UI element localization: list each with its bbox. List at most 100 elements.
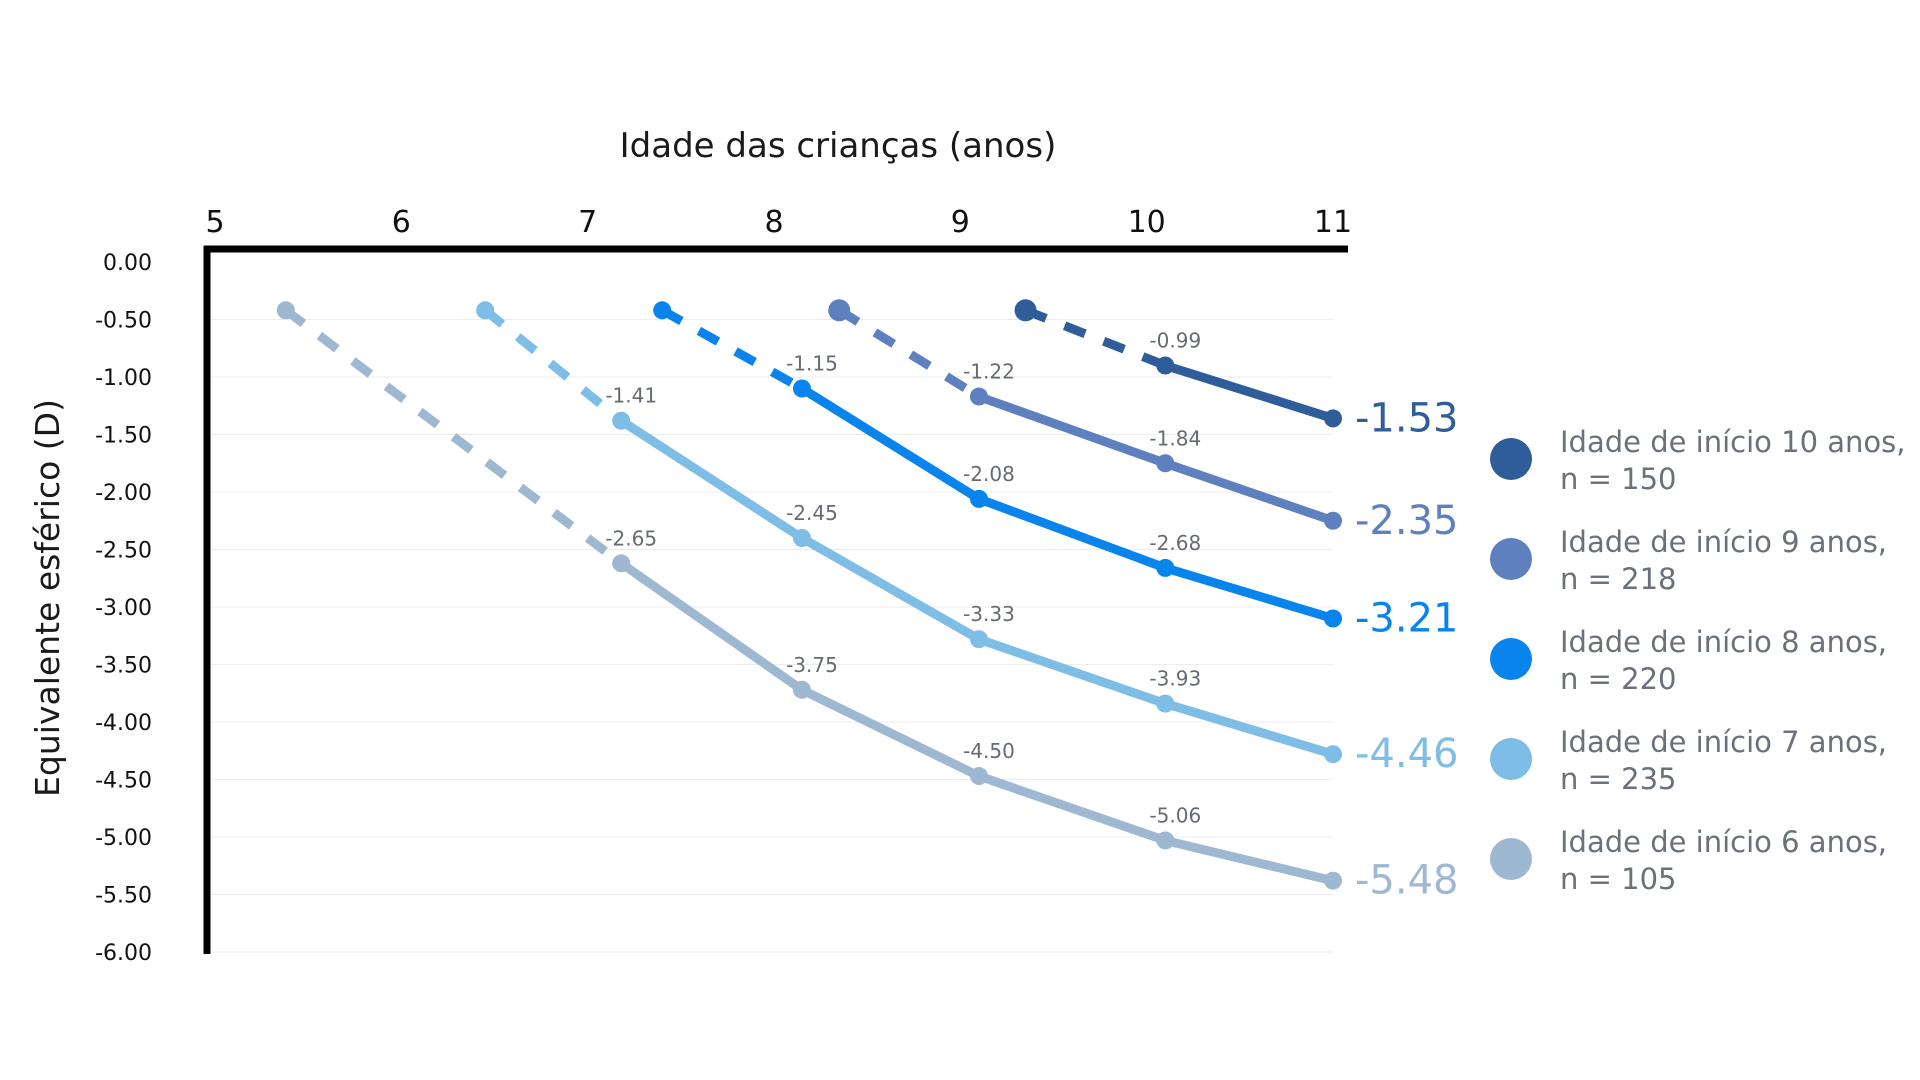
series-group: -0.99 -1.53 -1.22 -1.84 -2.35 -1.15 -2.08 -2.68… (276, 299, 1459, 904)
legend-swatch-8 (1490, 638, 1532, 680)
legend-name-8: Idade de início 8 anos, (1560, 625, 1888, 659)
legend-swatch-6 (1490, 838, 1532, 880)
grid-lines (207, 319, 1333, 953)
data-point (1324, 609, 1342, 628)
data-label: -2.68 (1149, 531, 1201, 555)
data-point (1156, 454, 1175, 473)
data-label: -1.41 (605, 384, 657, 408)
data-label: -1.15 (786, 352, 838, 376)
y-tick-label: -2.00 (95, 481, 152, 506)
y-tick-label: -5.50 (95, 884, 152, 909)
data-label: -2.45 (786, 501, 838, 525)
data-label: -5.06 (1149, 803, 1201, 827)
x-tick-label: 7 (578, 205, 597, 240)
legend-name-7: Idade de início 7 anos, (1560, 725, 1888, 759)
x-tick-label: 8 (764, 205, 783, 240)
series-start-marker (828, 299, 851, 322)
y-tick-label: 0.00 (103, 251, 152, 276)
x-tick-label: 10 (1128, 205, 1166, 240)
legend-swatch-7 (1490, 738, 1532, 780)
series-dashed-segment (283, 306, 624, 567)
data-point (792, 680, 811, 699)
data-point (1324, 511, 1342, 530)
y-tick-label: -0.50 (95, 309, 152, 334)
legend-text-10: Idade de início 10 anos, n = 150 (1560, 424, 1905, 498)
series-start-marker (1014, 299, 1037, 322)
data-point (969, 387, 988, 406)
tick-labels: 0.00 -0.50 -1.00 -1.50 -2.00 -2.50 -3.00 -3.50 -… (95, 205, 1352, 966)
series-line (1160, 361, 1338, 423)
legend-n-9: n = 218 (1560, 562, 1677, 596)
data-point (792, 379, 811, 398)
legend-name-6: Idade de início 6 anos, (1560, 825, 1888, 859)
y-tick-label: -1.50 (95, 424, 152, 449)
series-0: -0.99 -1.53 (1014, 299, 1459, 441)
data-point (1324, 745, 1342, 764)
y-tick-label: -5.00 (95, 826, 152, 851)
series-1: -1.22 -1.84 -2.35 (828, 299, 1459, 544)
x-axis-label: Idade das crianças (anos) (620, 126, 1057, 166)
legend-item-6: Idade de início 6 anos, n = 105 (1490, 825, 1920, 930)
data-point (612, 411, 631, 430)
data-label: -3.93 (1149, 667, 1201, 691)
series-dashed-segment (836, 306, 982, 401)
series-line (797, 384, 1338, 623)
series-dashed-segment (482, 306, 625, 425)
end-value-label: -4.46 (1355, 731, 1459, 777)
legend: Idade de início 10 anos, n = 150 Idade d… (1490, 425, 1920, 930)
data-point (969, 630, 988, 649)
legend-n-6: n = 105 (1560, 862, 1677, 896)
axes (203, 245, 1348, 954)
data-point (792, 529, 811, 547)
data-label: -1.22 (963, 360, 1015, 384)
data-label: -3.33 (963, 602, 1015, 626)
legend-text-9: Idade de início 9 anos, n = 218 (1560, 524, 1887, 598)
legend-text-8: Idade de início 8 anos, n = 220 (1560, 624, 1887, 698)
data-point (1156, 356, 1175, 375)
series-start-marker (653, 301, 672, 320)
legend-item-8: Idade de início 8 anos, n = 220 (1490, 625, 1920, 730)
y-tick-label: -4.00 (95, 711, 152, 736)
data-label: -2.65 (605, 526, 657, 550)
data-label: -1.84 (1149, 426, 1201, 450)
series-dashed-segment (660, 306, 805, 393)
legend-text-6: Idade de início 6 anos, n = 105 (1560, 824, 1887, 898)
series-3: -1.41 -2.45 -3.33 -3.93 -4.46 (476, 301, 1459, 777)
x-tick-label: 11 (1314, 205, 1352, 240)
legend-swatch-9 (1490, 538, 1532, 580)
legend-n-10: n = 150 (1560, 462, 1677, 496)
end-value-label: -2.35 (1355, 498, 1459, 544)
y-tick-label: -1.00 (95, 366, 152, 391)
legend-item-9: Idade de início 9 anos, n = 218 (1490, 525, 1920, 630)
end-value-label: -1.53 (1355, 395, 1459, 441)
data-point (969, 489, 988, 508)
series-2: -1.15 -2.08 -2.68 -3.21 (653, 301, 1459, 642)
legend-swatch-10 (1490, 438, 1532, 480)
y-tick-label: -3.50 (95, 654, 152, 679)
data-point (969, 767, 988, 786)
y-tick-label: -6.00 (95, 941, 152, 966)
legend-n-8: n = 220 (1560, 662, 1677, 696)
legend-name-9: Idade de início 9 anos, (1560, 525, 1888, 559)
data-label: -2.08 (963, 462, 1015, 486)
y-axis-label: Equivalente esférico (D) (28, 399, 67, 797)
data-point (1156, 831, 1175, 850)
data-label: -0.99 (1149, 329, 1201, 353)
end-value-label: -5.48 (1355, 858, 1459, 904)
x-tick-label: 9 (951, 205, 970, 240)
data-label: -4.50 (963, 739, 1015, 763)
data-label: -3.75 (786, 653, 838, 677)
x-tick-label: 5 (205, 205, 224, 240)
legend-name-10: Idade de início 10 anos, (1560, 425, 1906, 459)
data-point (1156, 694, 1175, 713)
series-start-marker (476, 301, 495, 320)
data-point (1324, 409, 1342, 428)
data-point (1156, 558, 1175, 577)
legend-item-10: Idade de início 10 anos, n = 150 (1490, 425, 1920, 530)
data-point (1324, 871, 1342, 890)
series-start-marker (276, 301, 295, 320)
data-point (612, 554, 631, 573)
series-line (974, 392, 1338, 526)
